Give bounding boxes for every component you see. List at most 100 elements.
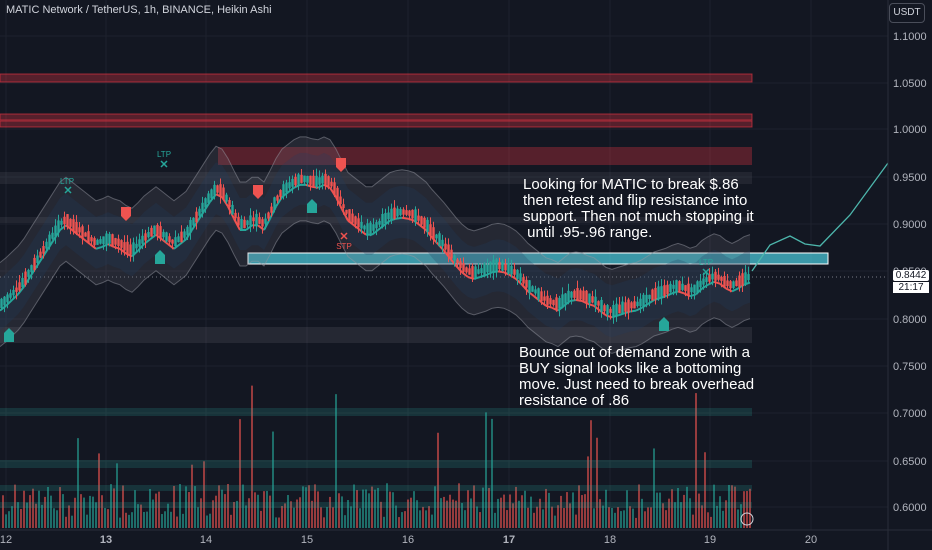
candle-body xyxy=(252,217,255,222)
candle-body xyxy=(33,257,36,270)
volume-bar xyxy=(443,496,445,528)
candle-body xyxy=(513,269,516,275)
volume-bar xyxy=(89,495,91,528)
volume-bar xyxy=(719,496,721,528)
grid-lines xyxy=(0,0,888,530)
candle-body xyxy=(405,210,408,215)
candle-body xyxy=(690,287,693,293)
volume-bar xyxy=(170,511,172,528)
volume-bar xyxy=(125,512,127,528)
candle-body xyxy=(708,274,711,282)
candle-body xyxy=(579,290,582,300)
volume-bar xyxy=(674,502,676,528)
volume-bar xyxy=(608,507,610,528)
sell-signal-icon xyxy=(253,185,263,199)
candle-body xyxy=(465,267,468,273)
resistance-zone-upper xyxy=(218,147,752,165)
candle-body xyxy=(747,274,750,281)
signal-label: LTP xyxy=(157,150,171,159)
volume-bar xyxy=(35,503,37,528)
volume-bar xyxy=(164,511,166,528)
candle-body xyxy=(714,271,717,281)
candle-body xyxy=(711,273,714,280)
volume-bar xyxy=(587,456,589,528)
volume-bar xyxy=(218,485,220,528)
moving-average-segment xyxy=(233,218,241,231)
price-label: 0.9500 xyxy=(893,172,927,184)
volume-bar xyxy=(53,508,55,528)
candle-body xyxy=(9,293,12,298)
volume-bar xyxy=(548,492,550,528)
volume-bar xyxy=(494,512,496,528)
volume-bar xyxy=(473,485,475,528)
demand-zone xyxy=(0,327,752,343)
volume-bar xyxy=(692,514,694,528)
candle-body xyxy=(717,274,720,280)
volume-bar xyxy=(422,506,424,528)
candle-body xyxy=(138,239,141,247)
annotation-line: Bounce out of demand zone with a xyxy=(519,344,750,361)
volume-bar xyxy=(533,512,535,528)
volume-bar xyxy=(527,507,529,528)
candle-body xyxy=(423,217,426,228)
annotation-line: BUY signal looks like a bottoming xyxy=(519,360,742,377)
volume-bar xyxy=(389,491,391,528)
volume-bar xyxy=(740,504,742,528)
candle-body xyxy=(75,221,78,234)
volume-bar xyxy=(665,510,667,528)
candle-body xyxy=(723,276,726,287)
volume-bar xyxy=(215,495,217,528)
candle-body xyxy=(63,216,66,225)
candle-body xyxy=(612,304,615,317)
candle-body xyxy=(360,221,363,229)
volume-bar xyxy=(311,500,313,528)
candle-body xyxy=(696,281,699,293)
candle-body xyxy=(462,263,465,272)
volume-bar xyxy=(578,485,580,528)
volume-zone xyxy=(0,485,752,491)
currency-button[interactable]: USDT xyxy=(889,3,925,23)
volume-bar xyxy=(2,495,4,528)
candle-body xyxy=(510,265,513,275)
volume-bar xyxy=(260,510,262,528)
candle-body xyxy=(597,301,600,306)
candle-body xyxy=(438,233,441,247)
volume-bar xyxy=(143,511,145,528)
candle-body xyxy=(333,182,336,196)
volume-bar xyxy=(302,486,304,528)
candle-body xyxy=(123,242,126,251)
volume-bar xyxy=(335,394,337,528)
volume-bar xyxy=(221,489,223,528)
volume-bar xyxy=(671,489,673,528)
candle-body xyxy=(90,237,93,242)
candle-body xyxy=(591,296,594,303)
candle-body xyxy=(288,182,291,189)
candle-body xyxy=(135,243,138,249)
candle-body xyxy=(675,280,678,292)
moving-average-segment xyxy=(731,287,739,293)
volume-bar xyxy=(572,492,574,528)
price-label: 0.6500 xyxy=(893,456,927,468)
volume-bar xyxy=(704,452,706,528)
volume-bar xyxy=(743,491,745,528)
volume-bar xyxy=(104,507,106,528)
candle-body xyxy=(396,208,399,217)
volume-bar xyxy=(158,491,160,528)
volume-bar xyxy=(419,510,421,528)
projection-line xyxy=(751,162,889,272)
candle-body xyxy=(411,209,414,219)
volume-bar xyxy=(281,506,283,528)
current-price-tag: 0.8442 xyxy=(893,270,929,281)
candle-body xyxy=(108,233,111,244)
candle-body xyxy=(618,304,621,314)
volume-bar xyxy=(353,484,355,528)
volume-bar xyxy=(128,514,130,528)
volume-bar xyxy=(116,463,118,528)
volume-bar xyxy=(662,503,664,528)
volume-bar xyxy=(647,507,649,528)
signal-label: STP xyxy=(336,242,352,251)
volume-bar xyxy=(290,501,292,528)
candle-body xyxy=(168,236,171,243)
candle-body xyxy=(375,222,378,229)
